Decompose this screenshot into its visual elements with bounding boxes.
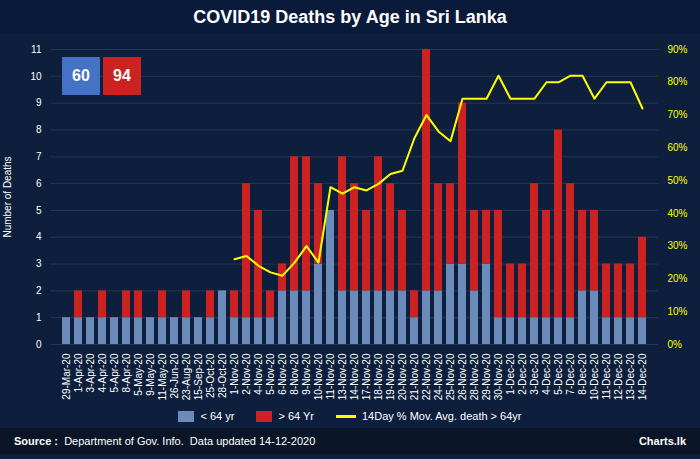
svg-text:29-Nov-20: 29-Nov-20 bbox=[481, 353, 492, 400]
svg-text:5-Dec-20: 5-Dec-20 bbox=[553, 353, 564, 395]
svg-text:0%: 0% bbox=[668, 339, 683, 350]
svg-text:26-Nov-20: 26-Nov-20 bbox=[457, 353, 468, 400]
svg-text:11-Dec-20: 11-Dec-20 bbox=[601, 353, 612, 399]
svg-text:1-Nov-20: 1-Nov-20 bbox=[229, 353, 240, 395]
svg-text:2-Dec-20: 2-Dec-20 bbox=[517, 353, 528, 395]
svg-text:25-Nov-20: 25-Nov-20 bbox=[445, 353, 456, 400]
html-text:> 64 Yr: > 64 Yr bbox=[278, 410, 314, 422]
svg-text:11-May-20: 11-May-20 bbox=[157, 353, 168, 400]
svg-text:80%: 80% bbox=[668, 76, 688, 87]
svg-text:14-Dec-20: 14-Dec-20 bbox=[637, 353, 648, 400]
svg-text:9-May-20: 9-May-20 bbox=[145, 353, 156, 396]
html-text:COVID19 Deaths by Age in Sri L: COVID19 Deaths by Age in Sri Lanka bbox=[193, 7, 507, 27]
svg-text:25-Oct-20: 25-Oct-20 bbox=[205, 353, 216, 398]
svg-text:14-Nov-20: 14-Nov-20 bbox=[349, 353, 360, 400]
svg-text:3: 3 bbox=[36, 258, 42, 269]
svg-text:13-Nov-20: 13-Nov-20 bbox=[337, 353, 348, 400]
svg-text:12-Dec-20: 12-Dec-20 bbox=[613, 353, 624, 400]
html-text:94: 94 bbox=[113, 67, 131, 84]
svg-text:60%: 60% bbox=[668, 142, 688, 153]
svg-text:4-Dec-20: 4-Dec-20 bbox=[541, 353, 552, 395]
html-text:Source : Department of Gov. In: Source : Department of Gov. Info. Data u… bbox=[14, 435, 316, 447]
svg-text:30-Nov-20: 30-Nov-20 bbox=[493, 353, 504, 400]
svg-text:10: 10 bbox=[30, 71, 42, 82]
svg-text:Number of Deaths: Number of Deaths bbox=[2, 156, 13, 237]
svg-text:19-Nov-20: 19-Nov-20 bbox=[385, 353, 396, 400]
svg-text:11: 11 bbox=[31, 44, 42, 55]
svg-text:5-Nov-20: 5-Nov-20 bbox=[265, 353, 276, 395]
html-text:14Day % Mov. Avg. death > 64yr: 14Day % Mov. Avg. death > 64yr bbox=[362, 410, 522, 422]
svg-text:10%: 10% bbox=[668, 306, 688, 317]
svg-text:30%: 30% bbox=[668, 240, 688, 251]
svg-text:4-Nov-20: 4-Nov-20 bbox=[253, 353, 264, 395]
svg-text:26-Jun-20: 26-Jun-20 bbox=[169, 353, 180, 398]
svg-text:28-Oct-20: 28-Oct-20 bbox=[217, 353, 228, 398]
svg-text:9: 9 bbox=[36, 97, 42, 108]
svg-text:40%: 40% bbox=[668, 208, 688, 219]
svg-text:21-Nov-20: 21-Nov-20 bbox=[409, 353, 420, 400]
svg-text:10-Dec-20: 10-Dec-20 bbox=[589, 353, 600, 400]
svg-text:70%: 70% bbox=[668, 109, 688, 120]
svg-text:9-Nov-20: 9-Nov-20 bbox=[301, 353, 312, 395]
svg-text:6: 6 bbox=[36, 178, 42, 189]
svg-text:8-Nov-20: 8-Nov-20 bbox=[289, 353, 300, 395]
svg-text:50%: 50% bbox=[668, 175, 688, 186]
svg-text:8-Apr-20: 8-Apr-20 bbox=[121, 353, 132, 392]
svg-text:4-Apr-20: 4-Apr-20 bbox=[97, 353, 108, 392]
svg-text:7-Dec-20: 7-Dec-20 bbox=[565, 353, 576, 395]
svg-text:11-Nov-20: 11-Nov-20 bbox=[325, 353, 336, 399]
svg-text:8: 8 bbox=[36, 124, 42, 135]
svg-text:5-Apr-20: 5-Apr-20 bbox=[109, 353, 120, 392]
svg-text:1: 1 bbox=[36, 312, 42, 323]
html-text:< 64 yr: < 64 yr bbox=[200, 410, 235, 422]
svg-text:23-Aug-20: 23-Aug-20 bbox=[181, 353, 192, 400]
svg-text:28-Nov-20: 28-Nov-20 bbox=[469, 353, 480, 400]
svg-text:2: 2 bbox=[36, 285, 42, 296]
svg-text:90%: 90% bbox=[668, 44, 688, 55]
svg-text:20-Nov-20: 20-Nov-20 bbox=[397, 353, 408, 400]
svg-text:6-Nov-20: 6-Nov-20 bbox=[277, 353, 288, 395]
svg-text:3-Apr-20: 3-Apr-20 bbox=[85, 353, 96, 392]
svg-text:8-Dec-20: 8-Dec-20 bbox=[577, 353, 588, 395]
svg-text:13-Dec-20: 13-Dec-20 bbox=[625, 353, 636, 400]
svg-text:24-Nov-20: 24-Nov-20 bbox=[433, 353, 444, 400]
svg-text:5-May-20: 5-May-20 bbox=[133, 353, 144, 396]
svg-text:4: 4 bbox=[36, 231, 42, 242]
svg-text:22-Nov-20: 22-Nov-20 bbox=[421, 353, 432, 400]
svg-text:7: 7 bbox=[36, 151, 42, 162]
svg-text:3-Dec-20: 3-Dec-20 bbox=[529, 353, 540, 395]
svg-text:17-Nov-20: 17-Nov-20 bbox=[361, 353, 372, 400]
svg-text:0: 0 bbox=[36, 339, 42, 350]
svg-text:18-Nov-20: 18-Nov-20 bbox=[373, 353, 384, 400]
svg-text:1-Apr-20: 1-Apr-20 bbox=[73, 353, 84, 392]
svg-text:5: 5 bbox=[36, 205, 42, 216]
svg-text:29-Mar-20: 29-Mar-20 bbox=[61, 353, 72, 400]
html-text:60: 60 bbox=[72, 67, 90, 84]
svg-text:10-Nov-20: 10-Nov-20 bbox=[313, 353, 324, 400]
svg-text:2-Nov-20: 2-Nov-20 bbox=[241, 353, 252, 395]
svg-text:1-Dec-20: 1-Dec-20 bbox=[505, 353, 516, 395]
svg-text:20%: 20% bbox=[668, 273, 688, 284]
html-text:Charts.lk: Charts.lk bbox=[638, 435, 686, 447]
svg-text:15-Sep-20: 15-Sep-20 bbox=[193, 353, 204, 400]
